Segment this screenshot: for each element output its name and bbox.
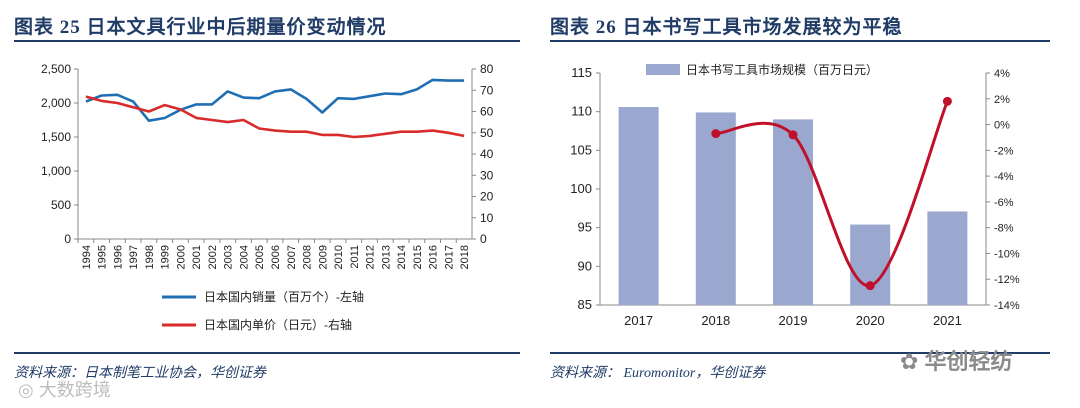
right-y-tick-label: -12% (994, 274, 1020, 286)
right-y-tick-label: 0% (994, 120, 1010, 132)
left-y-tick-label: 110 (571, 104, 592, 119)
left-y-tick-label: 0 (64, 232, 71, 246)
growth-rate-point (788, 130, 798, 140)
left-y-tick-label: 95 (578, 220, 592, 235)
x-tick-label: 2014 (396, 245, 408, 269)
right-y-tick-label: 4% (994, 68, 1010, 80)
legend-label: 日本书写工具市场规模（百万日元） (686, 62, 878, 77)
growth-rate-point (711, 129, 721, 139)
left-y-tick-label: 2,500 (41, 62, 71, 76)
x-tick-label: 2018 (701, 313, 730, 328)
x-tick-label: 2008 (302, 245, 314, 269)
x-tick-label: 2003 (223, 245, 235, 269)
left-line-chart: 0 500 1,000 1,500 2,000 2,500 0 10 20 30 40 50 60 70 8… (41, 62, 494, 332)
x-tick-label: 2007 (286, 245, 298, 269)
right-title-rule (550, 40, 1050, 42)
market-size-bar (927, 211, 968, 305)
watermark-logo-icon: ◎ (18, 380, 39, 400)
growth-rate-point (865, 281, 875, 291)
market-size-bar (773, 119, 813, 306)
unit-price-line (85, 95, 465, 139)
left-y-tick-label: 90 (578, 258, 592, 273)
right-y-tick-label: -10% (994, 248, 1020, 260)
right-y-tick-label: 50 (480, 126, 494, 140)
right-y-tick-label: -8% (994, 223, 1014, 235)
watermark-bottom-right: ✿ 华创轻纺 (900, 344, 1013, 376)
right-y-tick-label: -14% (994, 300, 1020, 312)
sales-volume-line (85, 78, 465, 122)
watermark-bottom-left-text: 大数跨境 (38, 380, 111, 400)
x-tick-label: 1997 (128, 245, 140, 269)
left-y-tick-label: 1,500 (41, 130, 71, 144)
right-source-rule (550, 352, 1050, 354)
left-y-tick-label: 115 (571, 65, 592, 80)
right-y-tick-label: -2% (994, 145, 1014, 157)
x-tick-label: 2020 (856, 313, 885, 328)
growth-rate-point (942, 96, 952, 106)
market-size-bar (850, 224, 891, 305)
x-tick-label: 2010 (333, 245, 345, 269)
x-tick-label: 2017 (443, 245, 455, 269)
x-tick-label: 2011 (349, 245, 361, 269)
right-y-tick-label: 20 (480, 190, 494, 204)
left-y-tick-label: 2,000 (41, 96, 71, 110)
left-title-rule (14, 40, 520, 42)
right-y-tick-label: 70 (480, 83, 494, 97)
right-panel: 图表 26 日本书写工具市场发展较为平稳 85 90 95 100 105 110 115 -… (548, 0, 1080, 408)
right-y-tick-label: -6% (994, 197, 1014, 209)
x-tick-label: 2004 (238, 245, 250, 269)
watermark-bottom-right-text: 华创轻纺 (924, 349, 1013, 374)
right-y-tick-label: 2% (994, 94, 1010, 106)
x-tick-label: 2006 (270, 245, 282, 269)
x-tick-label: 2016 (428, 245, 440, 269)
right-y-tick-label: 40 (480, 147, 494, 161)
x-tick-label: 2005 (254, 245, 266, 269)
left-source-rule (14, 352, 520, 354)
left-y-tick-label: 1,000 (41, 164, 71, 178)
x-tick-label: 1996 (112, 245, 124, 269)
x-tick-label: 2012 (365, 245, 377, 269)
x-tick-label: 2018 (459, 245, 471, 269)
legend-label: 日本国内销量（百万个）-左轴 (204, 289, 364, 304)
x-tick-label: 1995 (97, 245, 109, 269)
x-tick-label: 2000 (175, 245, 187, 269)
legend-swatch (646, 64, 680, 75)
left-y-tick-label: 105 (570, 142, 592, 157)
right-y-tick-label: 0 (480, 232, 487, 246)
right-source-note: 资料来源： Euromonitor，华创证券 (550, 366, 766, 381)
right-y-tick-label: 30 (480, 168, 494, 182)
right-y-tick-label: 60 (480, 105, 494, 119)
x-tick-label: 2019 (779, 313, 808, 328)
x-tick-label: 1999 (160, 245, 172, 269)
right-bar-line-chart: 85 90 95 100 105 110 115 -14% -12% -10% -8% -6% -4% -… (570, 62, 1020, 328)
left-panel: 图表 25 日本文具行业中后期量价变动情况 0 500 1,000 1,500 2,00… (0, 0, 530, 408)
left-source-note: 资料来源：日本制笔工业协会，华创证券 (14, 366, 266, 381)
x-tick-label: 2021 (933, 313, 962, 328)
left-y-tick-label: 85 (578, 297, 592, 312)
left-y-tick-label: 500 (51, 198, 71, 212)
growth-rate-line (715, 100, 949, 288)
x-tick-label: 2017 (624, 313, 653, 328)
market-size-bar (618, 107, 659, 305)
left-chart-title: 图表 25 日本文具行业中后期量价变动情况 (14, 17, 387, 38)
x-tick-label: 2015 (412, 245, 424, 269)
x-tick-label: 2001 (191, 245, 203, 269)
right-y-tick-label: 10 (480, 211, 494, 225)
market-size-bar (695, 112, 736, 305)
right-y-tick-label: 80 (480, 62, 494, 76)
legend-label: 日本国内单价（日元）-右轴 (204, 317, 352, 332)
x-tick-label: 2002 (207, 245, 219, 269)
x-tick-label: 2009 (317, 245, 329, 269)
right-y-tick-label: -4% (994, 171, 1014, 183)
x-tick-label: 1994 (81, 245, 93, 269)
wechat-icon: ✿ (900, 349, 925, 374)
left-y-tick-label: 100 (570, 181, 592, 196)
x-tick-label: 2013 (380, 245, 392, 269)
right-chart-title: 图表 26 日本书写工具市场发展较为平稳 (550, 17, 903, 38)
x-tick-label: 1998 (144, 245, 156, 269)
watermark-bottom-left: ◎ 大数跨境 (18, 376, 111, 402)
